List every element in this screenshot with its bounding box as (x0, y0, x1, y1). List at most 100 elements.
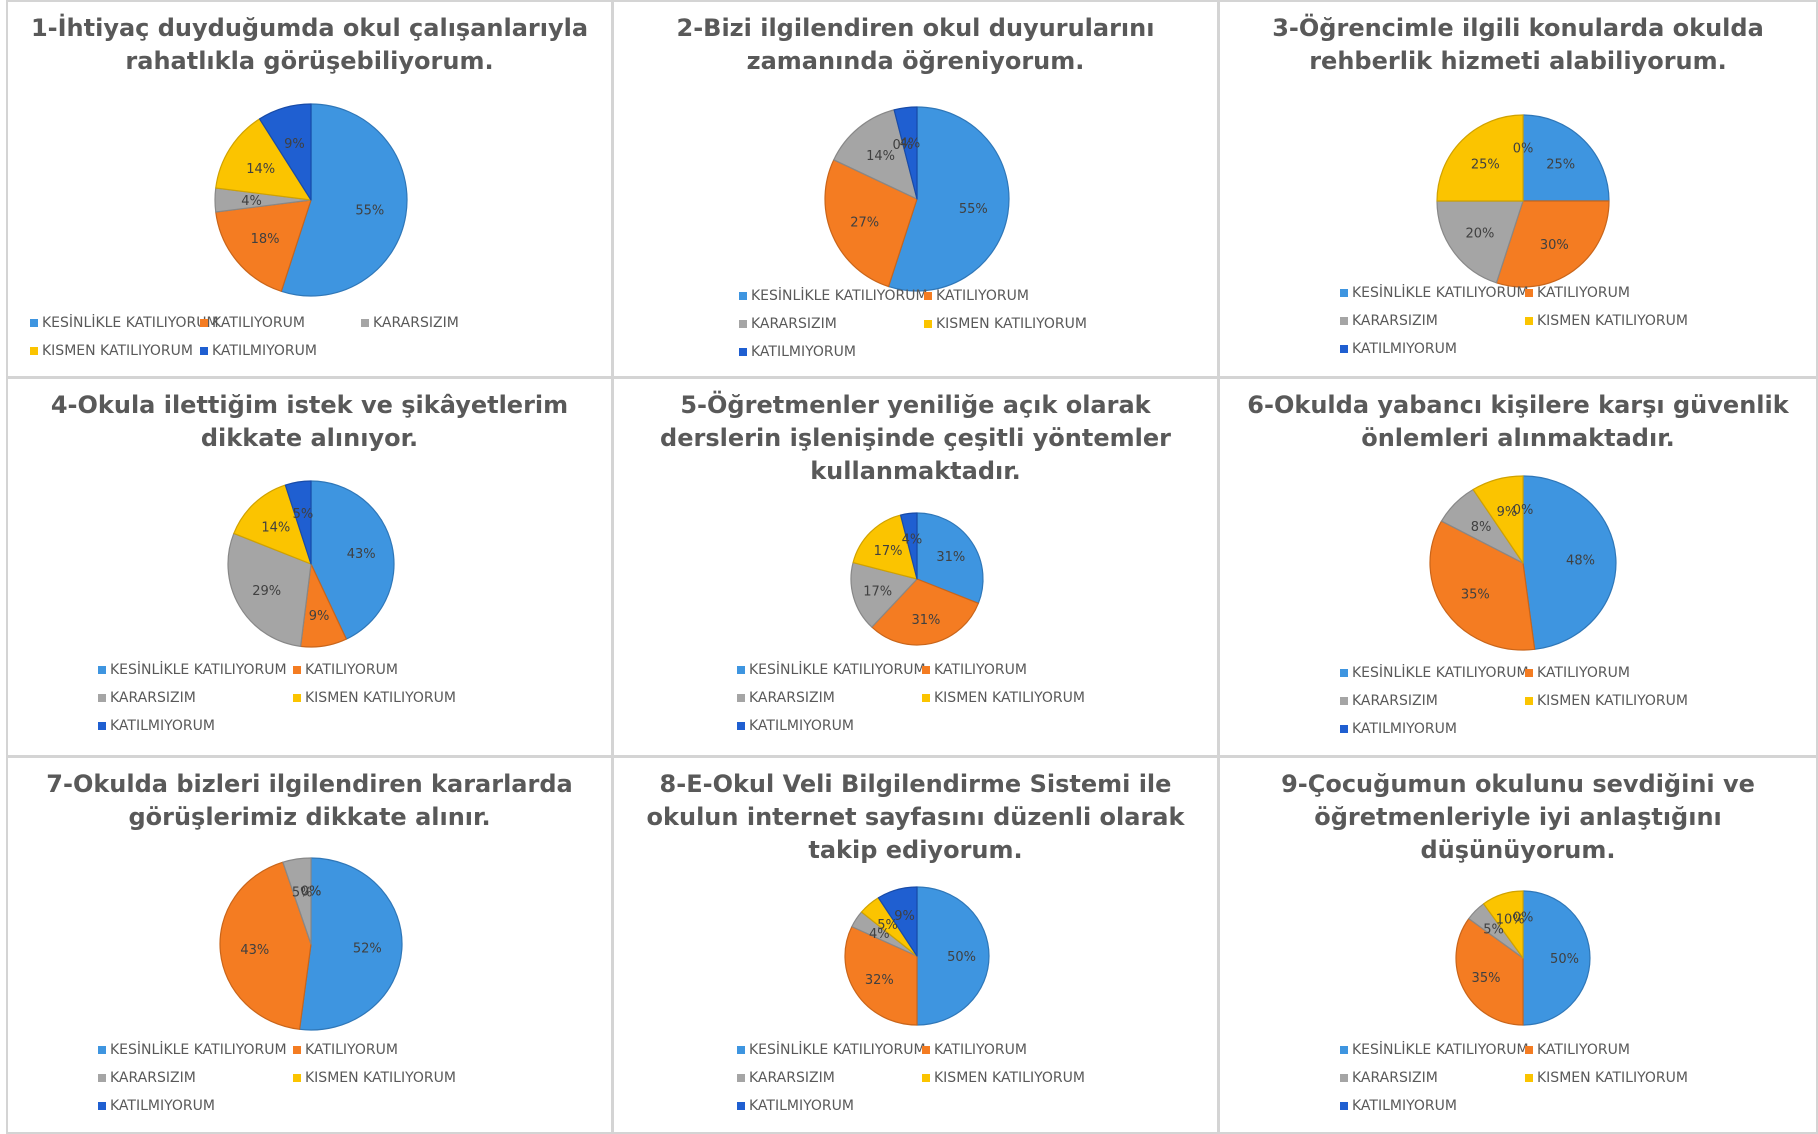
legend-label: KISMEN KATILIYORUM (934, 690, 1085, 706)
legend-item-katiliyorum: KATILIYORUM (922, 1042, 1027, 1058)
legend-label: KISMEN KATILIYORUM (1537, 313, 1688, 329)
legend-row: KESİNLİKLE KATILIYORUM KATILIYORUM (614, 288, 1217, 316)
legend-row: KESİNLİKLE KATILIYORUM KATILIYORUM KARARSI… (8, 315, 611, 343)
legend-label: KESİNLİKLE KATILIYORUM (751, 288, 928, 304)
legend-row: KATILMIYORUM (8, 718, 611, 746)
legend-label: KARARSIZIM (749, 1070, 835, 1086)
legend-row: KESİNLİKLE KATILIYORUM KATILIYORUM (8, 1042, 611, 1070)
legend-label: KATILMIYORUM (749, 1098, 854, 1114)
data-label: 9% (284, 137, 305, 152)
data-label: 52% (353, 941, 382, 956)
data-label: 43% (347, 547, 376, 562)
legend-row: KATILMIYORUM (1220, 721, 1816, 749)
legend-item-kesinlikle-katiliyorum: KESİNLİKLE KATILIYORUM (98, 1042, 287, 1058)
legend-label: KATILIYORUM (934, 1042, 1027, 1058)
legend-label: KESİNLİKLE KATILIYORUM (110, 1042, 287, 1058)
legend-label: KISMEN KATILIYORUM (934, 1070, 1085, 1086)
legend-item-kararsizim: KARARSIZIM (98, 1070, 196, 1086)
pie-chart: 31%31%17%17%4% (850, 512, 984, 646)
data-label: 4% (869, 927, 890, 942)
chart-panel-7: 7-Okulda bizleri ilgilendiren kararlarda… (6, 756, 613, 1134)
pie-slice-katilmiyorum (899, 512, 918, 580)
data-label: 5% (1483, 923, 1504, 938)
data-label: 0% (301, 885, 322, 900)
legend-swatch (1340, 1074, 1348, 1082)
legend-swatch (1340, 1102, 1348, 1110)
legend-item-katiliyorum: KATILIYORUM (924, 288, 1029, 304)
pie-slice-katiliyorum (1455, 918, 1524, 1026)
legend-swatch (737, 694, 745, 702)
legend-swatch (739, 320, 747, 328)
data-label: 50% (947, 950, 976, 965)
pie-slice-katiliyorum (871, 578, 979, 646)
legend-label: KISMEN KATILIYORUM (305, 690, 456, 706)
data-label: 31% (911, 613, 940, 628)
legend-swatch (737, 722, 745, 730)
pie-slice-kesinlikle-katiliyorum (1522, 890, 1591, 1026)
legend-item-kararsizim: KARARSIZIM (1340, 313, 1438, 329)
chart-legend: KESİNLİKLE KATILIYORUM KATILIYORUM KARARSI… (8, 662, 611, 746)
chart-title: 7-Okulda bizleri ilgilendiren kararlarda… (46, 770, 573, 831)
data-label: 0% (1513, 142, 1534, 157)
chart-legend: KESİNLİKLE KATILIYORUM KATILIYORUM KARARSI… (1220, 665, 1816, 749)
legend-swatch (737, 1046, 745, 1054)
legend-swatch (98, 1074, 106, 1082)
legend-swatch (924, 292, 932, 300)
legend-swatch (1525, 669, 1533, 677)
chart-title: 1-İhtiyaç duyduğumda okul çalışanlarıyla… (30, 14, 589, 75)
data-label: 32% (865, 973, 894, 988)
legend-swatch (922, 1074, 930, 1082)
legend-row: KARARSIZIM KISMEN KATILIYORUM (614, 690, 1217, 718)
legend-item-katilmiyorum: KATILMIYORUM (1340, 721, 1457, 737)
data-label: 5% (877, 918, 898, 933)
pie-slice-kararsizim (850, 561, 918, 628)
legend-item-katilmiyorum: KATILMIYORUM (1340, 341, 1457, 357)
pie-slice-kismen-katiliyorum (1472, 475, 1524, 564)
legend-swatch (1525, 1074, 1533, 1082)
data-label: 17% (874, 544, 903, 559)
data-label: 5% (292, 885, 313, 900)
legend-item-katilmiyorum: KATILMIYORUM (739, 344, 856, 360)
legend-swatch (924, 320, 932, 328)
pie-slice-katiliyorum (824, 159, 918, 288)
legend-label: KATILMIYORUM (1352, 1098, 1457, 1114)
legend-swatch (98, 666, 106, 674)
legend-label: KARARSIZIM (1352, 1070, 1438, 1086)
legend-swatch (922, 1046, 930, 1054)
legend-item-kismen-katiliyorum: KISMEN KATILIYORUM (922, 1070, 1085, 1086)
legend-item-kararsizim: KARARSIZIM (739, 316, 837, 332)
legend-swatch (737, 1074, 745, 1082)
legend-item-kesinlikle-katiliyorum: KESİNLİKLE KATILIYORUM (1340, 285, 1529, 301)
legend-item-kararsizim: KARARSIZIM (1340, 693, 1438, 709)
legend-label: KATILMIYORUM (751, 344, 856, 360)
legend-item-katiliyorum: KATILIYORUM (1525, 285, 1630, 301)
legend-swatch (293, 1074, 301, 1082)
pie-slice-kesinlikle-katiliyorum (1522, 475, 1617, 650)
pie-slice-kararsizim (227, 532, 312, 647)
pie-slice-kesinlikle-katiliyorum (916, 886, 990, 1026)
data-label: 9% (309, 609, 330, 624)
chart-title: 4-Okula ilettiğim istek ve şikâyetlerim … (50, 391, 569, 452)
chart-panel-9: 9-Çocuğumun okulunu sevdiğini ve öğretme… (1218, 756, 1818, 1134)
legend-swatch (293, 666, 301, 674)
legend-item-kismen-katiliyorum: KISMEN KATILIYORUM (924, 316, 1087, 332)
legend-swatch (1525, 317, 1533, 325)
legend-swatch (98, 1102, 106, 1110)
data-label: 9% (894, 909, 915, 924)
legend-label: KATILMIYORUM (1352, 341, 1457, 357)
legend-item-kismen-katiliyorum: KISMEN KATILIYORUM (1525, 693, 1688, 709)
legend-item-katiliyorum: KATILIYORUM (1525, 665, 1630, 681)
legend-label: KATILMIYORUM (110, 718, 215, 734)
legend-swatch (293, 694, 301, 702)
legend-label: KISMEN KATILIYORUM (1537, 693, 1688, 709)
pie-slice-kesinlikle-katiliyorum (298, 857, 403, 1031)
legend-label: KARARSIZIM (1352, 313, 1438, 329)
chart-legend: KESİNLİKLE KATILIYORUM KATILIYORUM KARARSI… (614, 662, 1217, 746)
chart-legend: KESİNLİKLE KATILIYORUM KATILIYORUM KARARSI… (8, 1042, 611, 1126)
legend-row: KATILMIYORUM (614, 718, 1217, 746)
data-label: 20% (1465, 226, 1494, 241)
legend-label: KESİNLİKLE KATILIYORUM (1352, 1042, 1529, 1058)
legend-item-kesinlikle-katiliyorum: KESİNLİKLE KATILIYORUM (737, 1042, 926, 1058)
chart-title: 2-Bizi ilgilendiren okul duyurularını za… (676, 14, 1155, 75)
data-label: 4% (902, 532, 923, 547)
